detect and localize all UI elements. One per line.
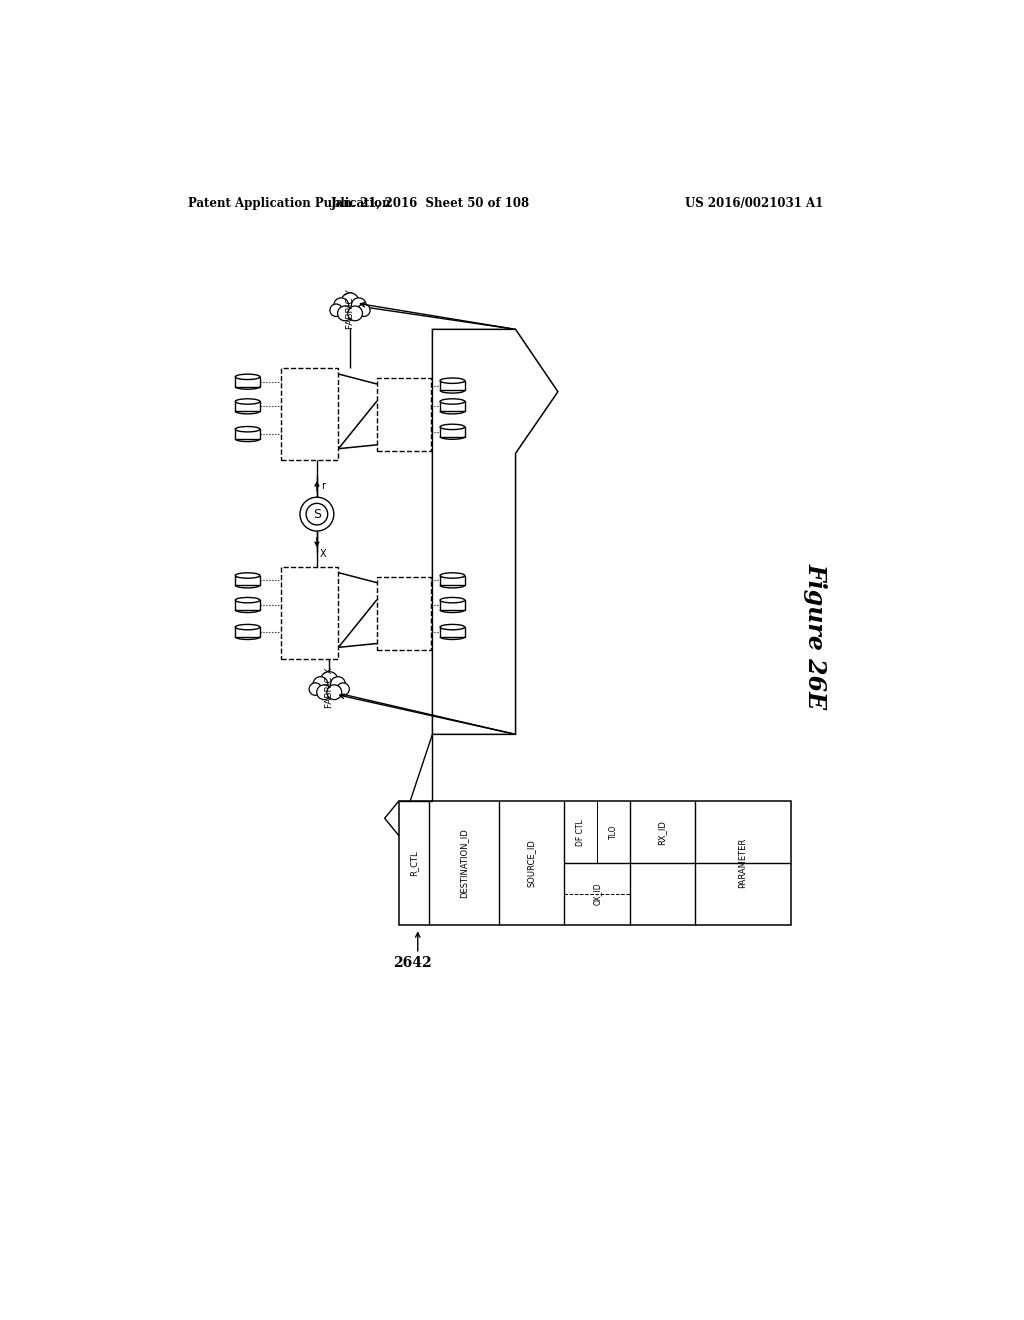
Ellipse shape xyxy=(440,624,465,630)
Text: r: r xyxy=(322,480,325,491)
Circle shape xyxy=(348,306,362,321)
Ellipse shape xyxy=(440,399,465,404)
Ellipse shape xyxy=(236,598,260,603)
Circle shape xyxy=(316,685,332,700)
Circle shape xyxy=(321,672,338,689)
Bar xyxy=(440,627,465,636)
Text: FABRIC X: FABRIC X xyxy=(325,668,334,709)
Bar xyxy=(440,601,465,610)
Bar xyxy=(440,426,465,437)
Circle shape xyxy=(306,503,328,525)
Ellipse shape xyxy=(315,678,343,698)
Circle shape xyxy=(341,293,358,310)
Text: SOURCE_ID: SOURCE_ID xyxy=(526,840,536,887)
Bar xyxy=(281,368,339,461)
Ellipse shape xyxy=(336,300,364,319)
Circle shape xyxy=(351,298,367,313)
Circle shape xyxy=(309,682,322,696)
Ellipse shape xyxy=(440,378,465,383)
Ellipse shape xyxy=(236,573,260,578)
Bar xyxy=(236,576,260,585)
Text: FABRIC Y: FABRIC Y xyxy=(345,289,354,329)
Text: R_CTL: R_CTL xyxy=(410,850,419,875)
Ellipse shape xyxy=(440,424,465,429)
Text: 2642: 2642 xyxy=(393,956,432,970)
Circle shape xyxy=(337,682,349,696)
Circle shape xyxy=(338,306,352,321)
Circle shape xyxy=(313,677,328,692)
Bar xyxy=(236,429,260,440)
Text: OX_ID: OX_ID xyxy=(592,883,601,906)
Text: Patent Application Publication: Patent Application Publication xyxy=(188,197,391,210)
Bar xyxy=(440,380,465,391)
Ellipse shape xyxy=(236,399,260,404)
Circle shape xyxy=(327,685,342,700)
Text: DESTINATION_ID: DESTINATION_ID xyxy=(460,828,468,898)
Bar xyxy=(236,627,260,636)
Circle shape xyxy=(334,298,348,313)
Ellipse shape xyxy=(236,624,260,630)
Text: X: X xyxy=(319,549,327,560)
Bar xyxy=(236,376,260,387)
Bar xyxy=(440,576,465,585)
Bar xyxy=(236,401,260,412)
Bar xyxy=(281,566,339,659)
Text: TLO: TLO xyxy=(608,825,617,840)
Ellipse shape xyxy=(440,598,465,603)
Text: S: S xyxy=(313,508,321,520)
Text: US 2016/0021031 A1: US 2016/0021031 A1 xyxy=(685,197,823,210)
Ellipse shape xyxy=(236,426,260,432)
Ellipse shape xyxy=(236,374,260,380)
Text: Jan. 21, 2016  Sheet 50 of 108: Jan. 21, 2016 Sheet 50 of 108 xyxy=(332,197,530,210)
Circle shape xyxy=(357,304,370,317)
Text: Figure 26E: Figure 26E xyxy=(804,562,827,709)
Text: DF CTL: DF CTL xyxy=(575,818,585,846)
Ellipse shape xyxy=(440,573,465,578)
Circle shape xyxy=(331,677,345,692)
Text: RX_ID: RX_ID xyxy=(657,820,667,845)
Bar xyxy=(236,601,260,610)
Text: PARAMETER: PARAMETER xyxy=(738,838,748,888)
Bar xyxy=(398,801,792,924)
Bar xyxy=(377,378,431,451)
Circle shape xyxy=(330,304,342,317)
Bar xyxy=(377,577,431,649)
Bar xyxy=(440,401,465,412)
Circle shape xyxy=(300,498,334,531)
